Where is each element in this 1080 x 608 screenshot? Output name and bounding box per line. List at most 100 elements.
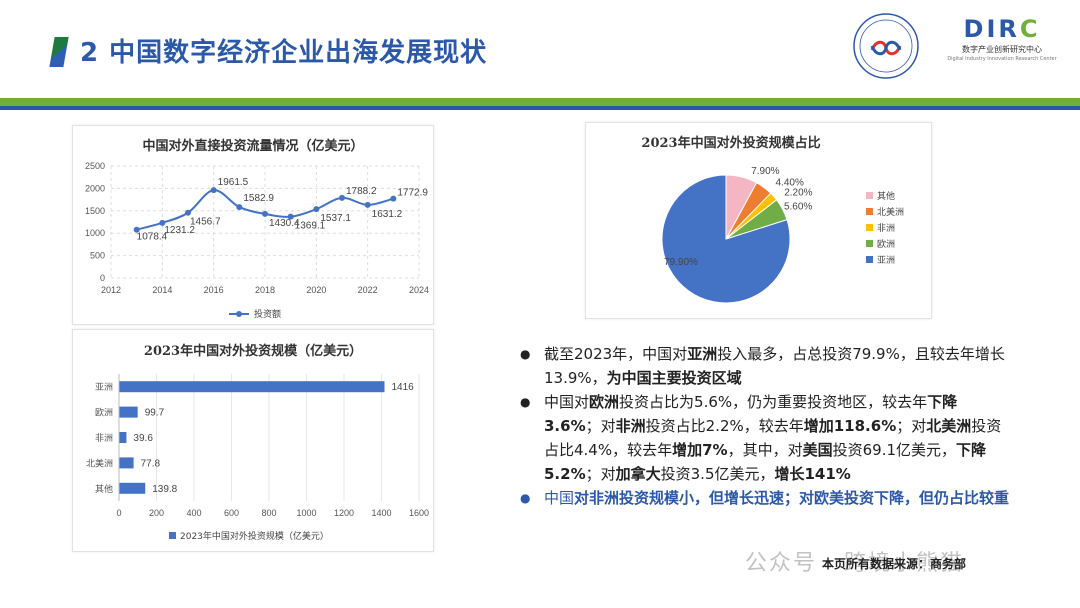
line-point xyxy=(287,213,294,220)
bar xyxy=(119,381,385,393)
line-y-tick: 2000 xyxy=(85,183,105,193)
pie-legend-label: 亚洲 xyxy=(877,255,895,266)
line-x-tick: 2016 xyxy=(204,285,224,295)
line-x-tick: 2022 xyxy=(358,285,378,295)
line-point xyxy=(236,204,243,211)
bar-category-label: 非洲 xyxy=(95,432,113,443)
pie-chart: 2023年中国对外投资规模占比 79.90% 5.60% 2.20%4.40%7.90… xyxy=(641,135,904,304)
bar xyxy=(119,482,146,494)
pie-legend-swatch xyxy=(866,208,873,215)
bar-data-label: 99.7 xyxy=(145,408,165,419)
line-point xyxy=(210,187,217,194)
line-data-label: 1772.9 xyxy=(397,188,428,199)
bullet-text-segment: 非洲 xyxy=(615,417,646,435)
line-point xyxy=(364,201,371,208)
line-legend-marker xyxy=(236,311,242,317)
line-point xyxy=(339,194,345,201)
pie-legend-label: 非洲 xyxy=(877,222,895,234)
line-x-tick: 2018 xyxy=(255,285,275,295)
bar xyxy=(119,406,138,418)
line-x-tick: 2024 xyxy=(409,285,429,295)
bar-x-tick: 1200 xyxy=(334,508,354,518)
dirc-logo: DIRC 数字产业创新研究中心 Digital Industry Innovat… xyxy=(942,14,1062,74)
bullet-text-segment: 增加118.6% xyxy=(803,417,897,435)
line-point xyxy=(390,195,397,202)
bar-x-tick: 0 xyxy=(116,508,121,518)
bar-legend-label: 2023年中国对外投资规模（亿美元） xyxy=(180,530,329,542)
bar-x-tick: 200 xyxy=(149,508,164,518)
bullet-text-segment: 投资占比2.2%，较去年 xyxy=(645,417,804,435)
pie-data-label: 5.60% xyxy=(784,201,812,212)
title-accent-mark xyxy=(49,37,69,67)
line-data-label: 1537.1 xyxy=(320,213,351,224)
line-x-tick: 2012 xyxy=(101,285,121,295)
pie-legend-swatch xyxy=(866,224,873,231)
line-chart-title: 中国对外直接投资流量情况（亿美元） xyxy=(142,138,363,154)
line-data-label: 1430.4 xyxy=(269,218,300,229)
bullet-text-segment: 截至2023年，中国对 xyxy=(544,345,688,363)
bullet-text-segment: ；对 xyxy=(585,465,616,483)
line-chart-panel: 中国对外直接投资流量情况（亿美元） 0 500 1000 1500 2000 2500 201… xyxy=(72,125,434,325)
line-y-tick: 1000 xyxy=(85,228,105,238)
bar-chart-panel: 2023年中国对外投资规模（亿美元） 0 200 400 600 800 1000 1200 1… xyxy=(72,329,434,552)
line-data-label: 1078.4 xyxy=(137,232,168,243)
header-band-blue xyxy=(0,106,1080,110)
bullet-item: ● 中国对欧洲投资占比为5.6%，仍为重要投资地区，较去年下降3.6%；对非洲投资… xyxy=(520,390,1010,486)
bullet-text-segment: 下降3.6% xyxy=(544,393,958,435)
bullet-text-segment: 投入最多，占总投资79.9%，且较去年增长13.9%， xyxy=(544,345,1005,387)
bar-category-label: 欧洲 xyxy=(95,407,113,418)
line-y-tick: 0 xyxy=(100,273,105,283)
bullet-list: ● 截至2023年，中国对亚洲投入最多，占总投资79.9%，且较去年增长13.9%… xyxy=(520,342,1010,510)
bar-data-label: 77.8 xyxy=(141,458,161,469)
bar-x-tick: 600 xyxy=(224,508,239,518)
line-point xyxy=(313,206,320,213)
pie-chart-panel: 2023年中国对外投资规模占比 79.90% 5.60% 2.20% 4.40% 7.90… xyxy=(585,122,932,319)
bullet-text-segment: 中国对 xyxy=(544,393,590,411)
pie-data-label: 7.90% xyxy=(751,166,779,177)
bar-x-tick: 1000 xyxy=(296,508,316,518)
bullet-text-segment: ；对 xyxy=(896,417,927,435)
line-y-tick: 2500 xyxy=(85,161,105,171)
bar-x-tick: 1600 xyxy=(409,508,429,518)
pie-legend-label: 北美洲 xyxy=(877,206,904,218)
bullet-text-segment: 投资占比4.4%，较去年 xyxy=(544,417,1002,459)
line-data-label: 1631.2 xyxy=(372,209,403,220)
header-band-green xyxy=(0,98,1080,106)
line-data-label: 1788.2 xyxy=(346,186,377,197)
institute-seal-logo xyxy=(853,13,919,79)
bullet-text-segment: 投资占比为5.6%，仍为重要投资地区，较去年 xyxy=(619,393,928,411)
pie-data-label: 4.40% xyxy=(776,178,804,189)
pie-data-label: 79.90% xyxy=(664,257,698,268)
dirc-logo-mark: DIR xyxy=(963,15,1020,43)
bar-data-label: 1416 xyxy=(392,382,415,393)
line-legend-label: 投资额 xyxy=(254,308,281,320)
line-point xyxy=(185,209,191,216)
line-y-tick: 500 xyxy=(90,251,105,261)
pie-legend-swatch xyxy=(866,192,873,199)
bullet-text-segment: 中国 xyxy=(544,489,575,507)
bullet-text-segment: 北美洲 xyxy=(926,417,972,435)
line-x-tick: 2014 xyxy=(152,285,172,295)
line-point xyxy=(262,210,268,217)
line-data-label: 1231.2 xyxy=(164,225,195,236)
bar-chart-title: 2023年中国对外投资规模（亿美元） xyxy=(144,343,362,359)
bullet-text-segment: 增加7% xyxy=(672,441,728,459)
pie-chart-title: 2023年中国对外投资规模占比 xyxy=(641,135,820,151)
bullet-dot: ● xyxy=(520,347,531,361)
line-point xyxy=(159,219,166,226)
bar-x-tick: 400 xyxy=(186,508,201,518)
pie-slice xyxy=(661,174,791,304)
bullet-text-segment: 欧洲 xyxy=(589,393,620,411)
page-title: 2 中国数字经济企业出海发展现状 xyxy=(80,38,488,68)
bullet-text-segment: 亚洲 xyxy=(687,345,718,363)
line-x-tick: 2020 xyxy=(306,285,326,295)
dirc-logo-cn: 数字产业创新研究中心 xyxy=(962,45,1042,54)
bar-x-tick: 800 xyxy=(261,508,276,518)
line-data-label: 1369.1 xyxy=(295,221,326,232)
bullet-text-segment: 对非洲投资规模小，但增长迅速；对欧美投资下降，但仍占比较重 xyxy=(574,489,1010,507)
bar-category-label: 其他 xyxy=(95,483,113,494)
source-note: 本页所有数据来源：商务部 xyxy=(822,557,967,571)
bullet-text-segment: 美国 xyxy=(802,441,833,459)
bullet-text-segment: 投资69.1亿美元， xyxy=(832,441,957,459)
bullet-text-segment: 加拿大 xyxy=(615,465,661,483)
